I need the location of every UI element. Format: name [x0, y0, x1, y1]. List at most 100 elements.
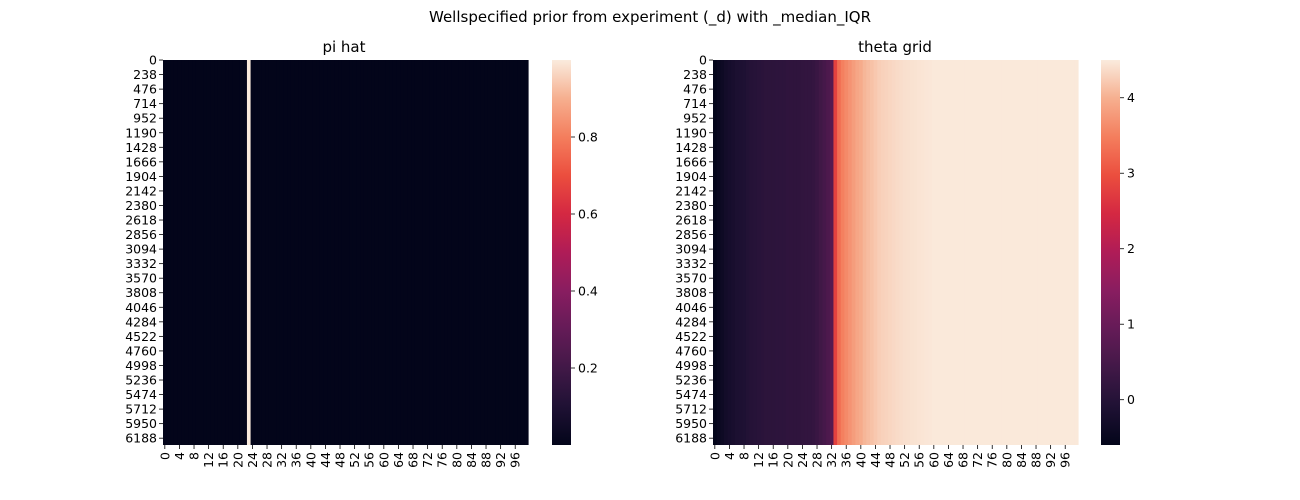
heatmap-cell-column: [444, 60, 449, 445]
y-tick-label: 2618: [125, 213, 157, 228]
x-tick-label: 20: [780, 452, 795, 468]
x-tick-label: 4: [172, 452, 187, 460]
heatmap-cell-column: [764, 60, 769, 445]
y-tick-label: 1666: [125, 154, 157, 169]
y-tick-label: 4046: [675, 300, 707, 315]
heatmap-cell-column: [239, 60, 244, 445]
heatmap-cell-column: [480, 60, 485, 445]
x-tick-label: 92: [493, 452, 508, 468]
y-tick-label: 5950: [675, 416, 707, 431]
x-tick-label: 60: [376, 452, 391, 468]
heatmap-cell-column: [1059, 60, 1064, 445]
x-tick-label: 36: [839, 452, 854, 468]
heatmap-cell-column: [352, 60, 358, 445]
x-tick-label: 8: [187, 452, 202, 460]
heatmap-cell-column: [968, 60, 973, 445]
x-tick-label: 32: [274, 452, 289, 468]
colorbar: [552, 60, 571, 445]
heatmap-cell-column: [1074, 60, 1079, 445]
y-tick-label: 4284: [675, 314, 707, 329]
heatmap-cell-column: [225, 60, 230, 445]
heatmap-cell-column: [1026, 60, 1032, 445]
heatmap-cell-column: [928, 60, 933, 445]
heatmap-cell-column: [246, 60, 252, 445]
heatmap-cell-column: [360, 60, 365, 445]
y-tick-label: 1904: [675, 169, 707, 184]
y-tick-label: 3808: [125, 285, 157, 300]
y-tick-label: 714: [133, 96, 157, 111]
y-tick-label: 4522: [125, 329, 157, 344]
heatmap-cell-column: [807, 60, 813, 445]
heatmap-cell-column: [509, 60, 514, 445]
x-tick-label: 60: [926, 452, 941, 468]
heatmap-cell-column: [811, 60, 816, 445]
heatmap-cell-column: [312, 60, 317, 445]
y-tick-label: 5474: [125, 387, 157, 402]
heatmap-cell-column: [782, 60, 787, 445]
heatmap-cell-column: [228, 60, 233, 445]
heatmap-cell-column: [1023, 60, 1028, 445]
heatmap-cell-column: [276, 60, 281, 445]
y-tick-label: 5712: [125, 402, 157, 417]
heatmap-cell-column: [236, 60, 241, 445]
x-tick-label: 20: [230, 452, 245, 468]
heatmap-cell-column: [392, 60, 398, 445]
heatmap-cell-column: [349, 60, 354, 445]
y-tick-label: 1190: [125, 125, 157, 140]
heatmap-cell-column: [884, 60, 889, 445]
heatmap-cell-column: [913, 60, 918, 445]
heatmap-cell-column: [407, 60, 412, 445]
heatmap-cell-column: [720, 60, 725, 445]
y-tick-label: 2380: [125, 198, 157, 213]
colorbar-tick-label: 1: [1127, 317, 1135, 332]
x-tick-label: 96: [508, 452, 523, 468]
heatmap-cell-column: [389, 60, 394, 445]
heatmap-cell-column: [1067, 60, 1072, 445]
y-tick-label: 4998: [675, 358, 707, 373]
x-tick-label: 56: [912, 452, 927, 468]
x-tick-label: 84: [464, 452, 479, 468]
heatmap-cell-column: [469, 60, 474, 445]
x-tick-label: 84: [1014, 452, 1029, 468]
heatmap-cell-column: [181, 60, 186, 445]
x-tick-label: 0: [157, 452, 172, 460]
heatmap-cell-column: [217, 60, 222, 445]
heatmap-panel-pi-hat: pi hat 023847671495211901428166619042142…: [125, 38, 598, 468]
heatmap-cell-column: [942, 60, 948, 445]
heatmap-cell-column: [742, 60, 747, 445]
heatmap-cell-column: [917, 60, 922, 445]
y-tick-label: 1666: [675, 154, 707, 169]
y-tick-label: 3570: [675, 271, 707, 286]
heatmap-cell-column: [451, 60, 456, 445]
heatmap-cell-column: [840, 60, 845, 445]
x-tick-label: 56: [362, 452, 377, 468]
heatmap-cell-column: [833, 60, 838, 445]
panel-title-pi-hat: pi hat: [322, 38, 365, 56]
x-tick-label: 32: [824, 452, 839, 468]
heatmap-cell-column: [1052, 60, 1057, 445]
colorbar: [1101, 60, 1120, 445]
heatmap-cell-column: [378, 60, 383, 445]
heatmap-cell-column: [338, 60, 343, 445]
heatmap-cell-column: [465, 60, 471, 445]
heatmap-cell-column: [502, 60, 507, 445]
x-tick-label: 48: [333, 452, 348, 468]
heatmap-cell-column: [745, 60, 751, 445]
y-tick-label: 1904: [125, 169, 157, 184]
heatmap-cell-column: [972, 60, 977, 445]
heatmap-cell-column: [1019, 60, 1024, 445]
heatmap-cell-column: [418, 60, 423, 445]
y-tick-label: 3094: [675, 242, 707, 257]
heatmap-cell-column: [818, 60, 824, 445]
y-tick-label: 5474: [675, 387, 707, 402]
heatmap-cell-column: [250, 60, 255, 445]
heatmap-cell-column: [356, 60, 361, 445]
x-tick-label: 64: [941, 452, 956, 468]
heatmap-cell-column: [403, 60, 409, 445]
heatmap-cell-column: [1008, 60, 1013, 445]
x-tick-label: 28: [260, 452, 275, 468]
colorbar-tick-label: 0.2: [578, 361, 598, 376]
heatmap-cell-column: [495, 60, 500, 445]
heatmap-cell-column: [775, 60, 780, 445]
